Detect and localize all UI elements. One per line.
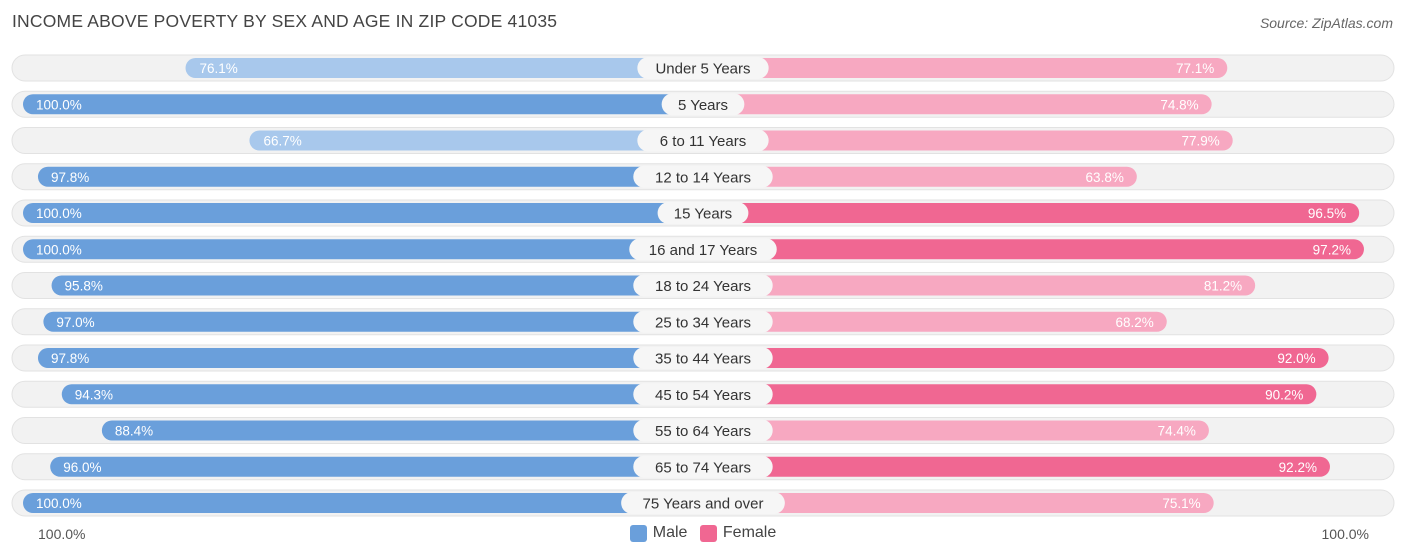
category-pill (633, 165, 773, 188)
male-bar (37, 166, 703, 187)
male-value-label: 97.8% (51, 170, 89, 185)
female-bar (703, 166, 1137, 187)
male-bar (185, 58, 703, 78)
female-value-label: 75.1% (1162, 496, 1200, 511)
category-label: 18 to 24 Years (655, 278, 751, 295)
female-bar (703, 239, 1364, 260)
female-value-label: 92.2% (1279, 460, 1317, 475)
female-value-label: 81.2% (1204, 279, 1242, 294)
category-label: Under 5 Years (655, 61, 750, 78)
female-bar (703, 94, 1212, 115)
male-bar (23, 203, 703, 223)
category-label: 12 to 14 Years (655, 169, 751, 186)
male-value-label: 100.0% (36, 496, 82, 511)
category-label: 25 to 34 Years (655, 314, 751, 331)
category-pill (633, 310, 773, 333)
male-bar (101, 420, 703, 441)
male-bar (249, 130, 703, 151)
female-bar (703, 348, 1329, 368)
female-value-label: 77.9% (1181, 134, 1219, 149)
male-bar (61, 384, 703, 405)
female-value-label: 90.2% (1265, 387, 1303, 402)
male-bar (43, 311, 703, 332)
male-value-label: 94.3% (75, 387, 113, 402)
category-label: 16 and 17 Years (649, 242, 757, 259)
axis-left-label: 100.0% (38, 526, 86, 542)
category-pill (621, 492, 785, 514)
male-value-label: 96.0% (63, 460, 101, 475)
male-bar (23, 493, 703, 513)
category-label: 5 Years (678, 97, 728, 114)
female-value-label: 63.8% (1086, 170, 1124, 185)
male-value-label: 100.0% (36, 206, 82, 221)
female-bar (703, 58, 1228, 78)
male-bar (37, 348, 703, 368)
female-bar (703, 384, 1317, 405)
category-label: 6 to 11 Years (660, 133, 746, 150)
legend-label-male: Male (652, 524, 688, 541)
chart-title: INCOME ABOVE POVERTY BY SEX AND AGE IN Z… (12, 11, 558, 31)
category-label: 15 Years (674, 206, 732, 223)
legend-item-female: Female (699, 524, 777, 542)
category-label: 45 to 54 Years (655, 387, 751, 404)
category-pill (633, 383, 773, 406)
male-value-label: 66.7% (263, 134, 301, 149)
category-pill (633, 274, 773, 297)
male-value-label: 76.1% (200, 61, 238, 76)
category-pill (637, 57, 769, 79)
male-bar (23, 239, 703, 260)
female-bar (703, 493, 1214, 513)
male-value-label: 97.8% (51, 351, 89, 366)
female-value-label: 96.5% (1308, 206, 1346, 221)
source-note: Source: ZipAtlas.com (1259, 15, 1393, 31)
category-label: 75 Years and over (643, 496, 764, 513)
male-value-label: 100.0% (36, 242, 82, 257)
female-bar (703, 311, 1167, 332)
female-bar (703, 130, 1233, 151)
female-value-label: 97.2% (1313, 242, 1351, 257)
legend-swatch-female (699, 524, 717, 542)
male-value-label: 88.4% (115, 424, 153, 439)
legend-swatch-male (629, 524, 647, 542)
category-pill (661, 93, 745, 116)
male-value-label: 95.8% (65, 279, 103, 294)
female-value-label: 68.2% (1115, 315, 1153, 330)
category-label: 35 to 44 Years (655, 351, 751, 368)
axis-right-label: 100.0% (1321, 526, 1369, 542)
male-value-label: 97.0% (56, 315, 94, 330)
category-pill (629, 238, 777, 261)
female-value-label: 77.1% (1176, 61, 1214, 76)
male-bar (50, 456, 703, 477)
female-bar (703, 456, 1330, 477)
female-bar (703, 420, 1209, 441)
female-value-label: 74.4% (1158, 424, 1196, 439)
male-bar (51, 275, 704, 296)
bar-chart: 76.1% 77.1% Under 5 Years 100.0% 74.8% 5 Year… (11, 54, 1395, 517)
female-value-label: 74.8% (1160, 97, 1198, 112)
category-pill (633, 455, 773, 478)
female-bar (703, 203, 1360, 223)
legend-label-female: Female (722, 524, 777, 541)
category-pill (633, 419, 773, 442)
male-bar (23, 94, 703, 115)
female-bar (703, 275, 1256, 296)
category-pill (657, 202, 749, 224)
female-value-label: 92.0% (1277, 351, 1315, 366)
category-label: 65 to 74 Years (655, 459, 751, 476)
category-label: 55 to 64 Years (655, 423, 751, 440)
legend-item-male: Male (629, 524, 688, 542)
legend: Male Female (0, 524, 1406, 547)
category-pill (633, 347, 773, 369)
male-value-label: 100.0% (36, 97, 82, 112)
category-pill (637, 129, 769, 152)
